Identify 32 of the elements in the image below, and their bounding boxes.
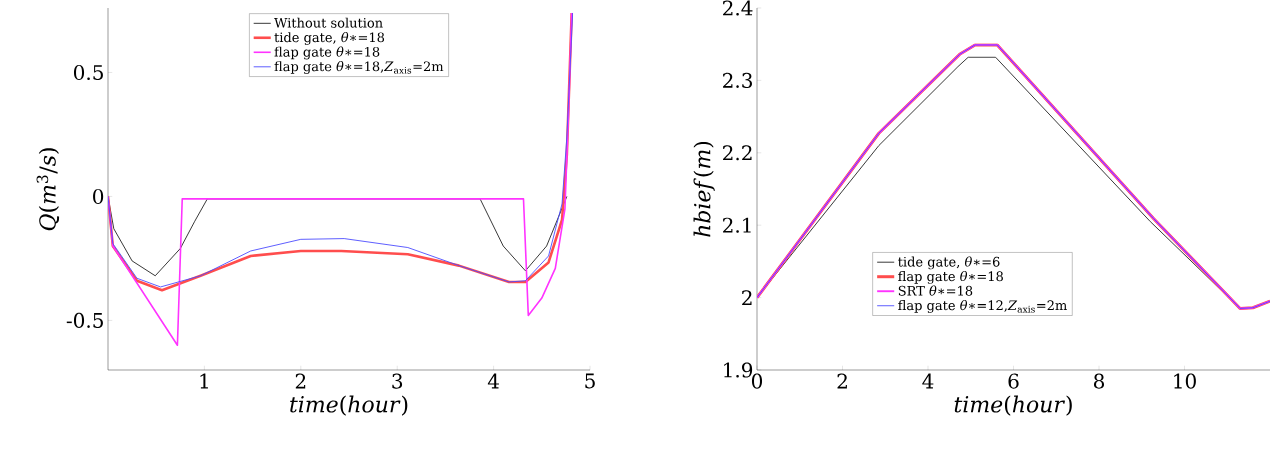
- x-tick-label: 2: [295, 373, 306, 389]
- x-tick-label: 10: [1174, 373, 1196, 389]
- y-axis-title: Q(m$^{3}$/s): [36, 148, 60, 231]
- x-tick-label: 0: [751, 373, 763, 389]
- x-axis-title: time(hour): [290, 395, 408, 416]
- legend-label: flap gate θ∗=18,Z$_{axis}$=2m: [274, 61, 444, 74]
- y-tick-label: 2: [742, 290, 752, 306]
- y-tick-label: 2.1: [723, 217, 751, 233]
- x-axis-title: time(hour): [954, 395, 1072, 416]
- x-tick-label: 5: [585, 373, 595, 389]
- x-tick-label: 3: [392, 373, 403, 389]
- x-tick-label: 8: [1093, 373, 1105, 389]
- y-tick-label: 2.4: [723, 0, 753, 16]
- y-tick-label: -0.5: [66, 312, 103, 328]
- x-tick-label: 4: [487, 373, 499, 389]
- legend-label: flap gate θ∗=18: [274, 46, 380, 60]
- legend-label: SRT θ∗=18: [898, 285, 973, 296]
- legend-label: flap gate θ∗=18: [898, 270, 1003, 284]
- y-axis-title: hbief(m): [693, 141, 715, 237]
- y-tick-label: 2.2: [723, 145, 752, 161]
- x-tick-label: 1: [200, 373, 208, 389]
- y-tick-label: 0.5: [73, 64, 103, 81]
- x-tick-label: 6: [1008, 373, 1019, 389]
- legend-label: tide gate, θ∗=18: [274, 32, 385, 45]
- y-tick-label: 1.9: [724, 362, 753, 378]
- legend-label: Without solution: [274, 17, 383, 28]
- legend-label: tide gate, θ∗=6: [898, 256, 1000, 270]
- x-tick-label: 4: [922, 373, 934, 389]
- x-tick-label: 2: [837, 373, 847, 389]
- y-tick-label: 2.3: [723, 72, 752, 88]
- legend-label: flap gate θ∗=12,Z$_{axis}$=2m: [898, 299, 1067, 313]
- y-tick-label: 0: [93, 188, 104, 204]
